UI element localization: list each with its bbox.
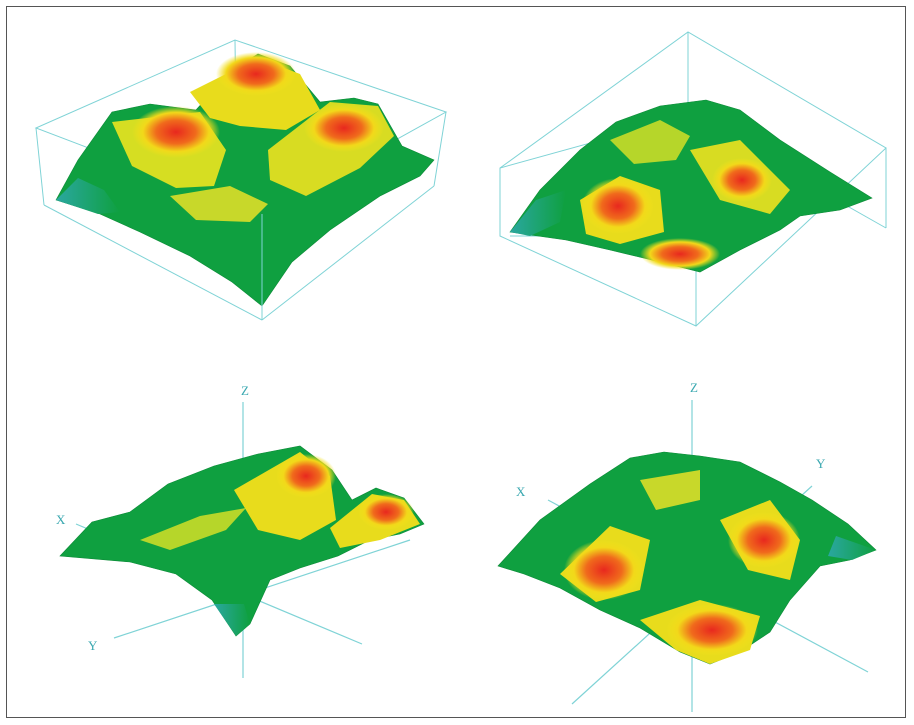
z-axis-label: Z <box>241 383 249 398</box>
x-axis-label: X <box>516 484 526 499</box>
y-axis-label: Y <box>88 638 98 653</box>
surface-peak <box>728 512 800 568</box>
panel-top-right <box>499 31 887 327</box>
x-axis-label: X <box>56 512 66 527</box>
y-axis-label: Y <box>816 456 826 471</box>
surface-peak <box>712 158 772 202</box>
surface-peak <box>304 104 384 152</box>
box-edge <box>433 111 447 187</box>
surface-peak <box>276 454 336 498</box>
surface-bottom-right <box>497 451 877 665</box>
box-edge <box>261 185 435 321</box>
surface-yellow-band <box>640 470 700 510</box>
panel-top-left <box>34 39 448 321</box>
surface-teal-region <box>214 604 250 636</box>
surface-peak <box>132 106 220 158</box>
panel-bottom-left: Z X Y <box>56 383 425 678</box>
surface-peak <box>582 178 654 234</box>
surface-yellow-band <box>170 186 268 222</box>
surface-yellow-band <box>610 120 690 164</box>
surface-peak <box>640 238 720 270</box>
box-edge <box>43 204 263 321</box>
surface-teal-region <box>828 536 876 560</box>
surface-peak <box>564 540 644 600</box>
surface-teal-region <box>56 178 120 214</box>
box-edge <box>35 127 45 206</box>
z-axis-label: Z <box>690 380 698 395</box>
surface-peak <box>358 494 414 530</box>
surface-yellow-band <box>140 508 246 550</box>
panel-bottom-right: Z X Y <box>497 380 877 712</box>
surface-teal-region <box>510 190 566 236</box>
surface-peak <box>666 604 758 656</box>
surface-peak <box>216 52 296 96</box>
